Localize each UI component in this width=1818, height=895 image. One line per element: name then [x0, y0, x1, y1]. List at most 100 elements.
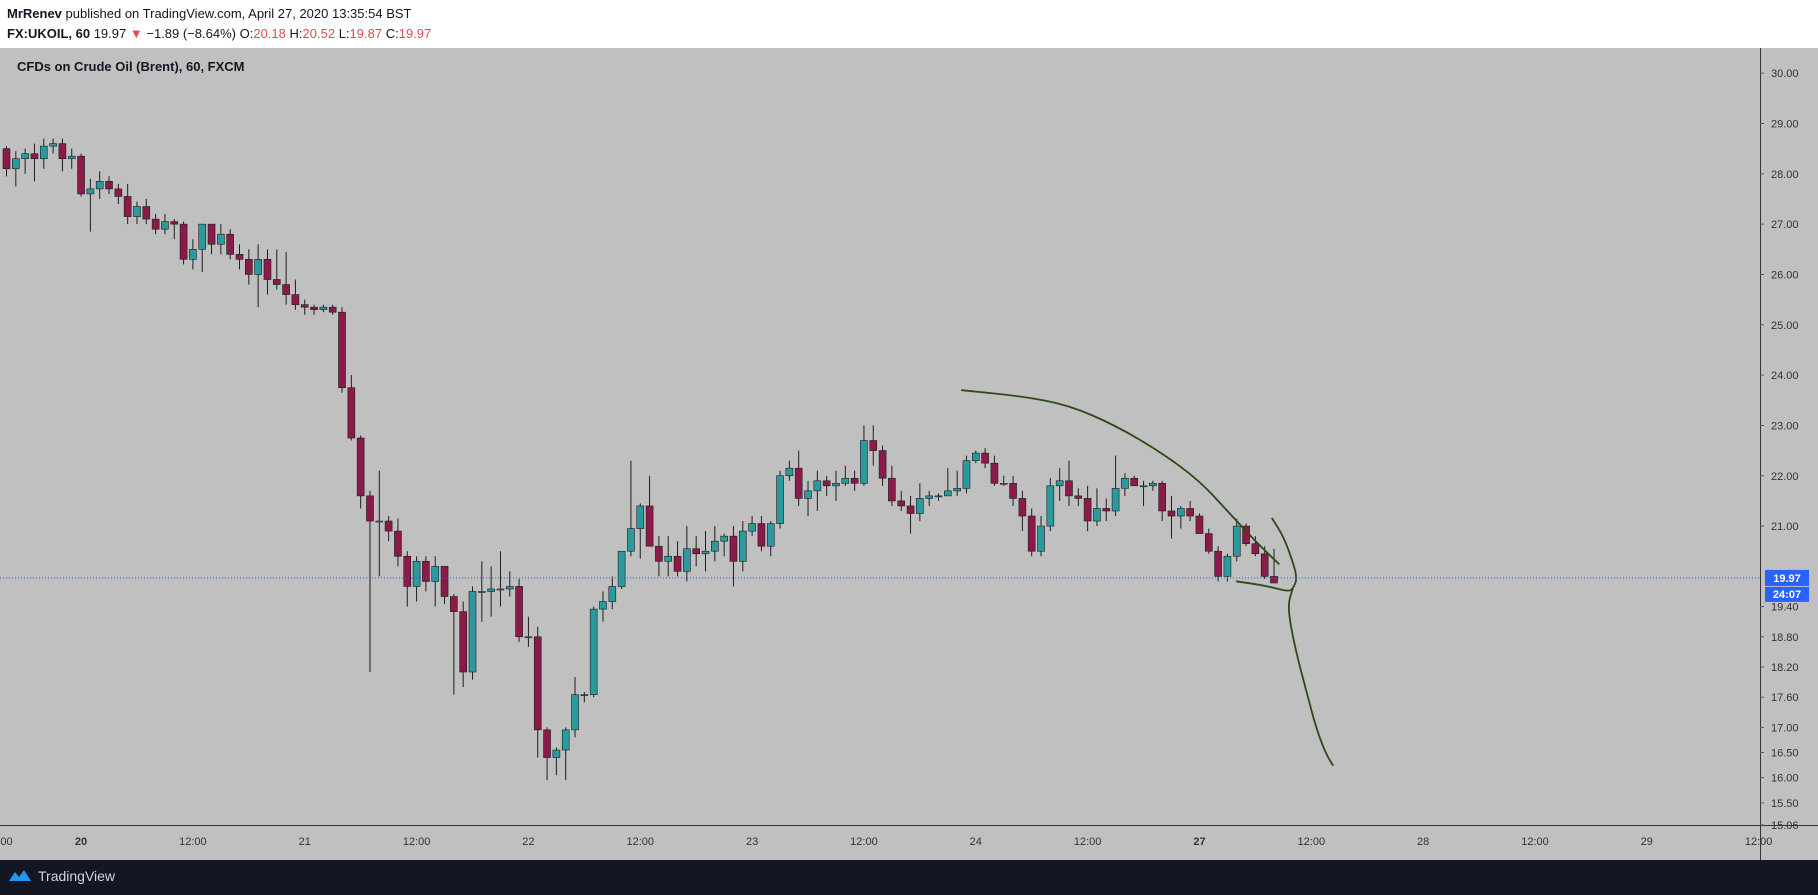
candle[interactable]	[1270, 548, 1278, 584]
freehand-drawing[interactable]	[1287, 588, 1334, 767]
candle[interactable]	[589, 606, 598, 698]
time-axis-background[interactable]	[0, 825, 1760, 860]
candle[interactable]	[30, 143, 39, 182]
candle[interactable]	[170, 219, 179, 240]
candle[interactable]	[189, 239, 197, 270]
candle[interactable]	[673, 541, 682, 577]
candle[interactable]	[906, 495, 915, 534]
candle[interactable]	[841, 465, 850, 486]
candle[interactable]	[49, 138, 57, 154]
candle[interactable]	[720, 533, 728, 557]
candle[interactable]	[1214, 546, 1222, 582]
candle[interactable]	[1195, 513, 1204, 534]
candle[interactable]	[524, 616, 533, 647]
chart-area[interactable]: CFDs on Crude Oil (Brent), 60, FXCM 30.0…	[0, 48, 1818, 860]
candle[interactable]	[347, 375, 356, 441]
candle[interactable]	[403, 551, 412, 607]
candle[interactable]	[319, 304, 328, 313]
candle[interactable]	[422, 556, 430, 592]
candle[interactable]	[1074, 488, 1083, 506]
candle[interactable]	[478, 561, 486, 622]
time-axis[interactable]: 00 20 12:00 21 12:00 22 12:00 23 12:00 24 12:00 27 1…	[0, 836, 1818, 848]
candle[interactable]	[701, 531, 710, 572]
candle[interactable]	[356, 435, 365, 509]
candle[interactable]	[860, 425, 868, 486]
candle[interactable]	[897, 490, 906, 511]
candle[interactable]	[999, 475, 1008, 486]
candle[interactable]	[1093, 488, 1101, 527]
brand-name[interactable]: TradingView	[38, 868, 116, 884]
candle[interactable]	[981, 448, 989, 469]
candle[interactable]	[1111, 455, 1120, 517]
candle[interactable]	[394, 518, 402, 567]
candle[interactable]	[627, 460, 635, 557]
candle[interactable]	[105, 176, 113, 194]
candle[interactable]	[300, 299, 309, 315]
candle[interactable]	[328, 304, 337, 315]
candle[interactable]	[822, 475, 831, 496]
candle[interactable]	[617, 550, 626, 589]
candle[interactable]	[39, 138, 48, 169]
candle[interactable]	[1204, 528, 1213, 554]
candle[interactable]	[440, 566, 449, 605]
candle[interactable]	[235, 244, 244, 270]
candle[interactable]	[207, 223, 216, 255]
candle[interactable]	[450, 594, 458, 695]
candle[interactable]	[561, 727, 570, 781]
candle[interactable]	[1065, 460, 1073, 506]
candle[interactable]	[1009, 475, 1017, 506]
candle[interactable]	[282, 251, 290, 305]
candle[interactable]	[431, 556, 440, 607]
candle[interactable]	[198, 223, 207, 272]
candle[interactable]	[1121, 473, 1129, 496]
candle[interactable]	[338, 307, 346, 393]
candle[interactable]	[384, 516, 393, 542]
candle[interactable]	[12, 151, 20, 187]
candle[interactable]	[1260, 546, 1269, 579]
candle[interactable]	[1037, 516, 1045, 557]
candle[interactable]	[1130, 475, 1139, 487]
candle[interactable]	[254, 244, 262, 308]
candle[interactable]	[776, 470, 784, 529]
candle[interactable]	[599, 591, 607, 622]
candle[interactable]	[794, 450, 803, 506]
drawings[interactable]	[960, 389, 1334, 767]
candle[interactable]	[571, 677, 579, 738]
candle[interactable]	[291, 279, 300, 310]
candle[interactable]	[226, 229, 234, 260]
price-axis[interactable]: 30.00 29.00 28.00 27.00 26.00 25.00 24.00 23.00…	[1760, 68, 1799, 832]
candle[interactable]	[748, 516, 756, 537]
candle[interactable]	[533, 626, 542, 758]
candle[interactable]	[552, 747, 561, 776]
candle[interactable]	[1102, 498, 1111, 522]
candle[interactable]	[2, 146, 11, 177]
candle[interactable]	[729, 526, 738, 587]
candle[interactable]	[664, 536, 673, 577]
candle[interactable]	[263, 249, 272, 295]
candle[interactable]	[1251, 536, 1260, 557]
freehand-drawing[interactable]	[1235, 517, 1298, 592]
candle[interactable]	[1139, 480, 1148, 506]
freehand-drawing[interactable]	[960, 389, 1280, 565]
candle[interactable]	[655, 536, 663, 577]
candle[interactable]	[142, 198, 151, 225]
candle[interactable]	[934, 493, 943, 501]
plot-background[interactable]	[0, 48, 1760, 825]
candle[interactable]	[459, 601, 467, 688]
candle[interactable]	[944, 468, 952, 497]
candle[interactable]	[161, 214, 169, 235]
candle[interactable]	[962, 455, 971, 494]
candle[interactable]	[813, 470, 822, 511]
candle[interactable]	[505, 571, 514, 597]
candle[interactable]	[636, 503, 645, 559]
candle[interactable]	[804, 480, 812, 517]
candle[interactable]	[496, 551, 505, 607]
price-axis-background[interactable]	[1760, 48, 1818, 825]
candle[interactable]	[766, 521, 775, 557]
candle[interactable]	[1083, 485, 1092, 532]
candle[interactable]	[1046, 478, 1055, 532]
candle[interactable]	[1167, 495, 1176, 539]
candle[interactable]	[1055, 468, 1064, 501]
candle[interactable]	[711, 526, 719, 562]
candle[interactable]	[1027, 508, 1036, 557]
